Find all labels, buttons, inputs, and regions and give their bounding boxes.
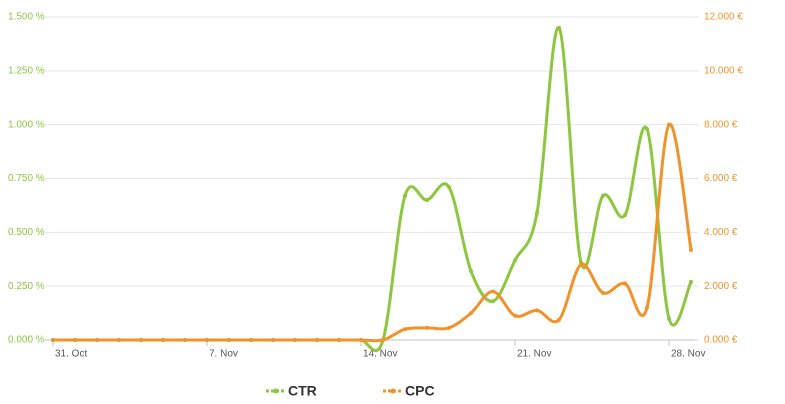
data-point	[425, 198, 429, 203]
data-point	[513, 313, 517, 318]
data-point	[491, 289, 495, 294]
data-point	[667, 122, 671, 127]
data-point	[403, 193, 407, 198]
data-point	[447, 325, 451, 330]
data-point	[117, 338, 121, 342]
data-point	[183, 338, 187, 342]
legend-marker[interactable]	[390, 388, 396, 394]
data-point	[381, 338, 385, 342]
legend-text[interactable]: CPC	[405, 383, 435, 399]
y2-tick-label: 0.000 €	[704, 335, 738, 346]
data-point	[601, 290, 605, 295]
data-point	[535, 308, 539, 313]
data-point	[557, 317, 561, 322]
legend-text[interactable]: CTR	[288, 383, 317, 399]
data-point	[513, 258, 517, 263]
series-line	[53, 26, 693, 353]
y2-tick-label: 10.000 €	[704, 65, 743, 76]
data-point	[667, 316, 671, 321]
data-point	[579, 262, 583, 267]
data-point	[645, 305, 649, 310]
y-tick-label: 1.250 %	[8, 65, 45, 76]
data-point	[689, 279, 693, 284]
data-point	[161, 338, 165, 342]
y2-tick-label: 4.000 €	[704, 227, 738, 238]
data-point	[645, 126, 649, 131]
y-tick-label: 1.500 %	[8, 12, 45, 23]
data-point	[205, 338, 209, 342]
data-point	[403, 327, 407, 332]
data-point	[271, 338, 275, 342]
y-tick-label: 0.000 %	[8, 335, 45, 346]
x-tick-label: 21. Nov	[517, 349, 551, 360]
data-point	[227, 338, 231, 342]
data-point	[689, 247, 693, 252]
x-tick-label: 28. Nov	[671, 349, 705, 360]
data-point	[425, 325, 429, 330]
data-point	[337, 338, 341, 342]
data-point	[249, 338, 253, 342]
data-point	[359, 338, 363, 342]
data-point	[535, 210, 539, 215]
data-point	[447, 185, 451, 190]
data-point	[95, 338, 99, 342]
y2-tick-label: 6.000 €	[704, 173, 738, 184]
x-tick-label: 7. Nov	[209, 349, 238, 360]
y2-tick-label: 12.000 €	[704, 12, 743, 23]
data-point	[293, 338, 297, 342]
data-point	[73, 338, 77, 342]
y-tick-label: 0.500 %	[8, 227, 45, 238]
data-point	[469, 311, 473, 316]
data-point	[623, 281, 627, 286]
y-tick-label: 1.000 %	[8, 119, 45, 130]
data-point	[315, 338, 319, 342]
data-point	[491, 299, 495, 304]
y-tick-label: 0.750 %	[8, 173, 45, 184]
y2-tick-label: 8.000 €	[704, 119, 738, 130]
data-point	[51, 338, 55, 342]
y2-tick-label: 2.000 €	[704, 281, 738, 292]
data-point	[139, 338, 143, 342]
x-tick-label: 14. Nov	[363, 349, 397, 360]
data-point	[469, 269, 473, 274]
data-point	[557, 25, 561, 30]
legend-marker[interactable]	[273, 388, 279, 394]
y-tick-label: 0.250 %	[8, 281, 45, 292]
data-point	[601, 193, 605, 198]
data-point	[623, 213, 627, 218]
x-tick-label: 31. Oct	[55, 349, 87, 360]
